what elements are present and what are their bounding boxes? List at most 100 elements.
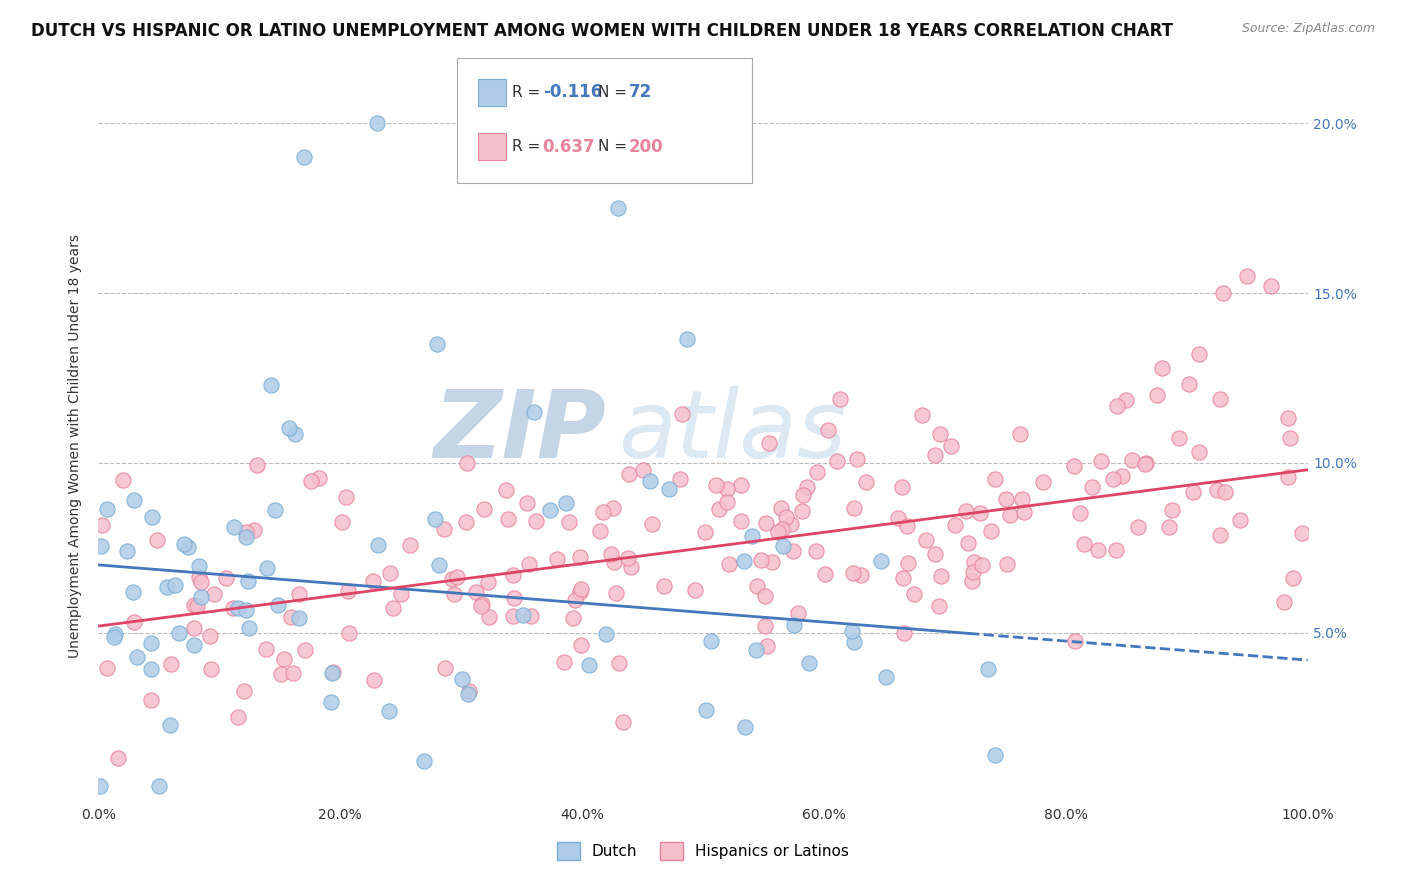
Point <box>569 638 592 652</box>
Point <box>1121 453 1143 467</box>
Point <box>183 638 205 652</box>
Point <box>190 575 212 590</box>
Point <box>1182 484 1205 499</box>
Point <box>1236 269 1258 284</box>
Point <box>478 610 501 624</box>
Point <box>335 491 357 505</box>
Point <box>458 684 481 698</box>
Point <box>1178 376 1201 391</box>
Point <box>122 615 145 629</box>
Point <box>891 480 914 494</box>
Point <box>1135 456 1157 470</box>
Point <box>607 201 630 215</box>
Point <box>146 533 169 548</box>
Text: R =: R = <box>512 139 546 154</box>
Point <box>704 478 727 492</box>
Point <box>658 482 681 496</box>
Point <box>188 570 211 584</box>
Point <box>620 560 643 574</box>
Point <box>502 608 524 623</box>
Point <box>457 687 479 701</box>
Point <box>617 467 640 481</box>
Point <box>190 591 212 605</box>
Point <box>783 618 806 632</box>
Point <box>903 587 925 601</box>
Point <box>855 475 877 489</box>
Point <box>924 448 946 462</box>
Point <box>600 547 623 561</box>
Legend: Dutch, Hispanics or Latinos: Dutch, Hispanics or Latinos <box>551 836 855 866</box>
Point <box>1146 388 1168 402</box>
Point <box>226 710 249 724</box>
Text: DUTCH VS HISPANIC OR LATINO UNEMPLOYMENT AMONG WOMEN WITH CHILDREN UNDER 18 YEAR: DUTCH VS HISPANIC OR LATINO UNEMPLOYMENT… <box>31 22 1173 40</box>
Point <box>477 574 499 589</box>
Point <box>984 472 1007 486</box>
Point <box>141 510 163 524</box>
Point <box>159 718 181 732</box>
Point <box>928 599 950 613</box>
Point <box>538 503 561 517</box>
Point <box>1069 507 1091 521</box>
Point <box>186 599 208 613</box>
Point <box>787 607 810 621</box>
Point <box>1102 473 1125 487</box>
Point <box>456 515 478 529</box>
Point <box>433 661 456 675</box>
Point <box>367 538 389 552</box>
Text: atlas: atlas <box>619 386 846 477</box>
Point <box>148 779 170 793</box>
Point <box>122 493 145 508</box>
Point <box>976 663 998 677</box>
Point <box>998 508 1021 523</box>
Point <box>107 750 129 764</box>
Point <box>330 515 353 529</box>
Point <box>775 510 797 524</box>
Point <box>972 558 994 572</box>
Point <box>671 407 693 421</box>
Point <box>519 609 541 624</box>
Point <box>1206 483 1229 498</box>
Point <box>96 501 118 516</box>
Point <box>139 693 162 707</box>
Point <box>1277 470 1299 484</box>
Point <box>772 539 794 553</box>
Point <box>280 610 302 624</box>
Point <box>730 514 752 528</box>
Point <box>939 438 962 452</box>
Point <box>754 589 776 603</box>
Point <box>955 504 977 518</box>
Point <box>1105 399 1128 413</box>
Point <box>792 488 814 502</box>
Point <box>246 458 269 472</box>
Point <box>841 624 863 638</box>
Point <box>426 337 449 351</box>
Point <box>1157 520 1180 534</box>
Text: Source: ZipAtlas.com: Source: ZipAtlas.com <box>1241 22 1375 36</box>
Text: ZIP: ZIP <box>433 385 606 478</box>
Point <box>1282 571 1305 585</box>
Point <box>995 491 1018 506</box>
Point <box>730 478 752 492</box>
Point <box>957 535 980 549</box>
Point <box>896 518 918 533</box>
Point <box>695 703 717 717</box>
Point <box>273 652 295 666</box>
Point <box>980 524 1002 538</box>
Point <box>366 116 388 130</box>
Point <box>471 597 494 611</box>
Point <box>589 524 612 538</box>
Point <box>159 657 181 672</box>
Point <box>553 655 575 669</box>
Point <box>554 496 576 510</box>
Point <box>561 611 583 625</box>
Point <box>427 558 450 572</box>
Point <box>557 515 579 529</box>
Point <box>842 566 865 580</box>
Point <box>294 643 316 657</box>
Point <box>1188 347 1211 361</box>
Point <box>929 427 952 442</box>
Point <box>233 684 256 698</box>
Point <box>1291 525 1313 540</box>
Point <box>321 666 343 681</box>
Point <box>336 584 359 599</box>
